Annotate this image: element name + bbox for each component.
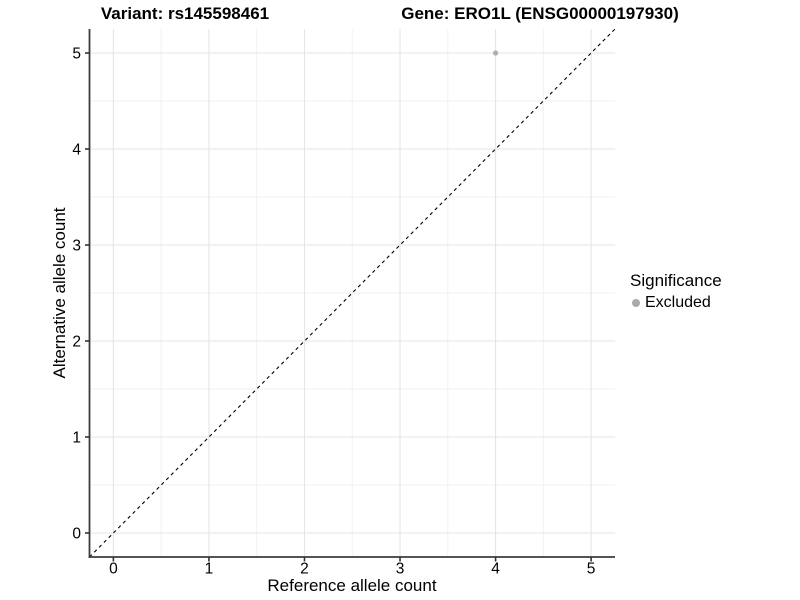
- legend-entry-label: Excluded: [645, 294, 711, 311]
- legend-key-dot-icon: [632, 299, 640, 307]
- x-tick-label: 0: [109, 561, 118, 578]
- x-tick-label: 2: [300, 561, 309, 578]
- x-tick-label: 1: [205, 561, 214, 578]
- x-tick-label: 3: [396, 561, 405, 578]
- legend-title: Significance: [630, 271, 722, 290]
- x-tick-label: 4: [491, 561, 500, 578]
- y-tick-label: 5: [72, 46, 81, 63]
- y-tick-label: 2: [72, 334, 81, 351]
- data-point: [492, 50, 499, 56]
- y-tick-label: 1: [72, 430, 81, 447]
- variant-title: Variant: rs145598461: [100, 4, 270, 23]
- gene-title: Gene: ERO1L (ENSG00000197930): [401, 4, 679, 23]
- y-tick-label: 4: [72, 142, 81, 159]
- legend: Significance Excluded: [630, 271, 722, 312]
- x-tick-label: 5: [587, 561, 596, 578]
- identity-dashed-line: [89, 28, 616, 558]
- y-tick-label: 3: [72, 238, 81, 255]
- y-axis-title: Alternative allele count: [50, 207, 69, 379]
- y-tick-label: 0: [72, 526, 81, 543]
- x-axis-title: Reference allele count: [267, 576, 437, 595]
- legend-entry-excluded: Excluded: [630, 294, 722, 312]
